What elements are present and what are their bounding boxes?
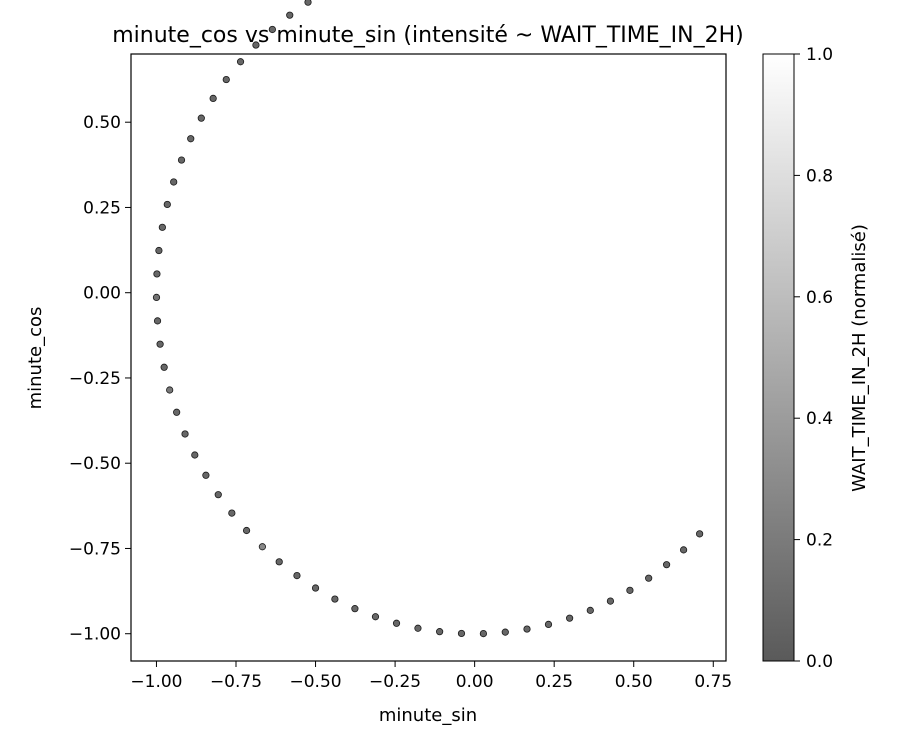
- scatter-point: [166, 386, 174, 394]
- scatter-point: [645, 574, 653, 582]
- scatter-point: [523, 625, 531, 633]
- scatter-point: [457, 629, 466, 638]
- x-axis-label: minute_sin: [379, 705, 477, 726]
- scatter-point: [181, 430, 189, 438]
- scatter-point: [286, 11, 294, 19]
- colorbar-tick-label: 0.2: [806, 531, 833, 551]
- scatter-point: [275, 558, 283, 566]
- scatter-point: [501, 628, 509, 636]
- scatter-point: [311, 584, 320, 592]
- y-axis-ticks: −1.00 −0.75 −0.50 −0.25 0.00 0.25 0.50: [69, 113, 131, 645]
- y-axis-label: minute_cos: [25, 307, 46, 410]
- scatter-point: [202, 471, 210, 479]
- colorbar: [762, 53, 795, 662]
- scatter-point: [236, 58, 245, 66]
- scatter-point: [626, 586, 634, 594]
- scatter-point: [214, 491, 222, 499]
- scatter-point: [392, 619, 401, 627]
- scatter-point: [228, 509, 236, 517]
- scatter-point: [222, 75, 230, 84]
- scatter-point: [696, 530, 704, 538]
- y-tick-label: −0.50: [69, 454, 121, 474]
- scatter-point: [160, 363, 168, 371]
- scatter-point: [436, 628, 444, 636]
- scatter-point: [371, 613, 380, 621]
- scatter-point: [566, 614, 574, 622]
- scatter-points: [152, 0, 704, 638]
- scatter-point: [156, 340, 164, 348]
- scatter-point: [479, 629, 488, 638]
- colorbar-label: WAIT_TIME_IN_2H (normalisé): [849, 224, 870, 492]
- scatter-point: [258, 543, 266, 551]
- y-tick-label: −1.00: [69, 625, 121, 645]
- x-tick-label: −1.00: [130, 672, 182, 692]
- scatter-point: [242, 526, 251, 535]
- colorbar-tick-label: 0.8: [806, 166, 833, 186]
- scatter-point: [252, 41, 260, 49]
- colorbar-tick-label: 0.6: [806, 288, 833, 308]
- plot-area-frame: [130, 53, 727, 662]
- scatter-point: [153, 317, 162, 325]
- scatter-point: [170, 178, 178, 186]
- scatter-point: [268, 25, 276, 34]
- colorbar-ticks: 0.0 0.2 0.4 0.6 0.8 1.0: [794, 45, 833, 672]
- scatter-point: [177, 156, 186, 164]
- x-tick-label: −0.50: [289, 672, 341, 692]
- x-tick-label: 0.75: [694, 672, 732, 692]
- colorbar-tick-label: 1.0: [806, 45, 833, 65]
- scatter-point: [293, 571, 301, 580]
- scatter-point: [197, 114, 205, 122]
- scatter-point: [152, 293, 161, 302]
- scatter-point: [173, 408, 181, 416]
- scatter-point: [187, 135, 195, 143]
- scatter-point: [155, 246, 163, 255]
- scatter-point: [544, 620, 553, 629]
- y-tick-label: −0.75: [69, 539, 121, 559]
- scatter-point: [586, 606, 594, 614]
- scatter-point: [351, 605, 359, 613]
- scatter-point: [331, 595, 339, 603]
- x-tick-label: −0.25: [369, 672, 421, 692]
- scatter-point: [606, 597, 615, 605]
- scatter-point: [680, 546, 688, 554]
- chart-title: minute_cos vs minute_sin (intensité ~ WA…: [112, 23, 743, 48]
- x-tick-label: 0.25: [535, 672, 573, 692]
- y-tick-label: 0.25: [83, 198, 121, 218]
- y-tick-label: 0.50: [83, 113, 121, 133]
- scatter-point: [158, 223, 166, 231]
- x-axis-ticks: −1.00 −0.75 −0.50 −0.25 0.00 0.25 0.50 0.75: [130, 661, 732, 692]
- y-tick-label: −0.25: [69, 369, 121, 389]
- scatter-point: [153, 270, 161, 278]
- scatter-point: [209, 94, 217, 102]
- y-tick-label: 0.00: [83, 284, 121, 304]
- x-tick-label: −0.75: [210, 672, 262, 692]
- x-tick-label: 0.00: [456, 672, 494, 692]
- scatter-point: [304, 0, 312, 6]
- scatter-point: [662, 561, 671, 569]
- colorbar-tick-label: 0.4: [806, 409, 833, 429]
- scatter-point: [163, 200, 171, 209]
- x-tick-label: 0.50: [615, 672, 653, 692]
- scatter-point: [191, 451, 199, 459]
- scatter-point: [414, 624, 422, 632]
- colorbar-tick-label: 0.0: [806, 652, 833, 672]
